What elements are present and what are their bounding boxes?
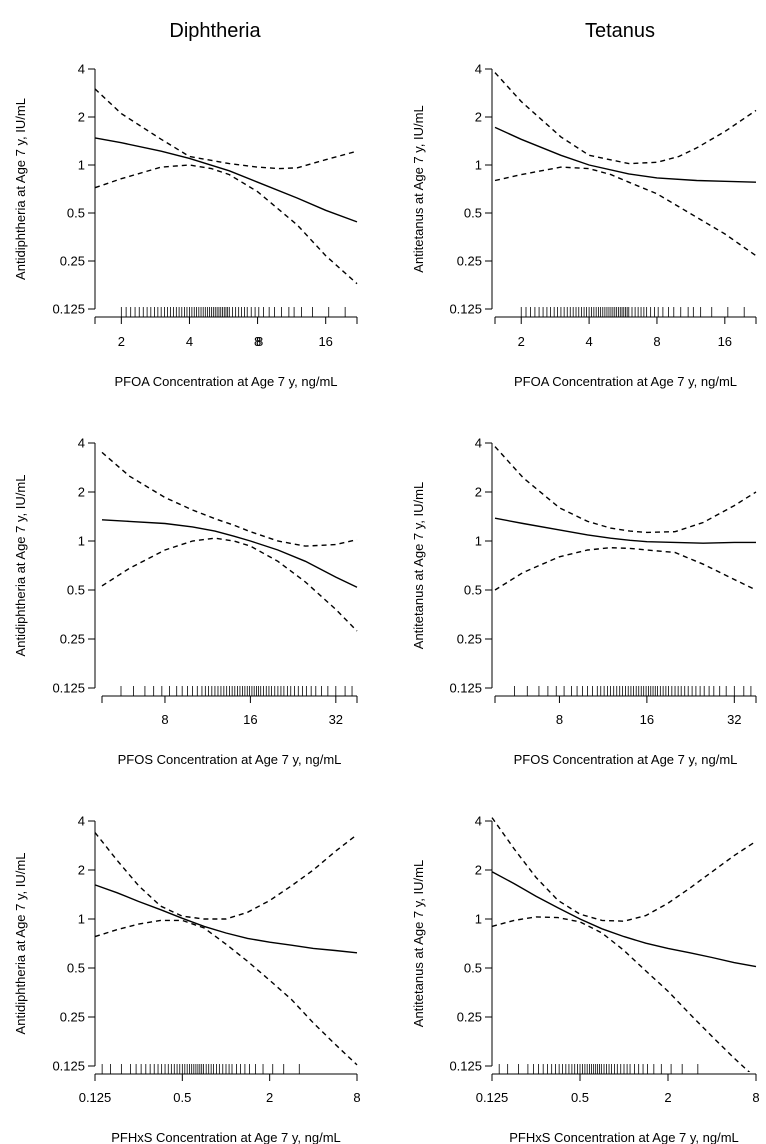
y-tick-label: 0.5 [464,206,482,221]
y-axis-label: Antitetanus at Age 7 y, IU/mL [411,105,426,272]
confidence-band-line [101,451,358,547]
confidence-band-line [94,88,358,170]
y-tick-label: 0.5 [464,961,482,976]
estimate-line [491,871,757,968]
confidence-band-line [494,72,757,165]
x-tick-label: 0.125 [79,1090,112,1105]
y-tick-label: 2 [78,485,85,500]
chart-panel-2: 0.125 0.25 0.5 1 2 4 2 4 8 16 PFOA Concentration a… [411,62,757,389]
x-tick-label: 0.5 [571,1090,589,1105]
confidence-band-line [94,164,358,285]
y-axis-label: Antitetanus at Age 7 y, IU/mL [411,482,426,649]
x-axis-label: PFHxS Concentration at Age 7 y, ng/mL [111,1130,341,1144]
y-tick-label: 0.5 [67,583,85,598]
column-title-tetanus: Tetanus [585,20,655,42]
confidence-band-line [494,546,757,591]
confidence-band-line [94,919,358,1066]
y-tick-label: 2 [78,110,85,125]
x-axis-label: PFOA Concentration at Age 7 y, ng/mL [114,374,337,389]
column-title-diphtheria: Diphtheria [169,20,261,42]
y-tick-label: 0.125 [449,302,482,317]
y-tick-label: 1 [78,534,85,549]
y-tick-label: 0.25 [60,254,85,269]
x-tick-label-overlap: 8 [256,334,263,349]
x-axis-label: PFOS Concentration at Age 7 y, ng/mL [514,752,738,767]
y-tick-label: 0.125 [52,1059,85,1074]
y-tick-label: 0.5 [67,961,85,976]
confidence-band-line [101,537,358,632]
x-tick-label: 8 [653,334,660,349]
estimate-line [94,884,358,954]
y-tick-label: 0.25 [60,632,85,647]
x-tick-label: 16 [318,334,332,349]
y-tick-label: 4 [475,814,482,829]
x-tick-label: 8 [161,712,168,727]
y-tick-label: 4 [475,62,482,77]
x-tick-label: 8 [556,712,563,727]
confidence-band-line [494,446,757,534]
y-tick-label: 1 [78,158,85,173]
y-tick-label: 1 [78,912,85,927]
chart-panel-3: 0.125 0.25 0.5 1 2 4 8 16 32 PFOS Concentration a… [13,436,358,767]
y-tick-label: 0.5 [464,583,482,598]
y-tick-label: 2 [475,110,482,125]
y-tick-label: 1 [475,534,482,549]
x-axis-label: PFOA Concentration at Age 7 y, ng/mL [514,374,737,389]
x-tick-label: 16 [243,712,257,727]
chart-panel-4: 0.125 0.25 0.5 1 2 4 8 16 32 PFOS Concentration a… [411,436,757,767]
x-tick-label: 16 [718,334,732,349]
y-tick-label: 4 [475,436,482,451]
y-tick-label: 0.5 [67,206,85,221]
x-axis-label: PFOS Concentration at Age 7 y, ng/mL [118,752,342,767]
confidence-band-line [491,916,751,1072]
y-axis-label: Antidiphtheria at Age 7 y, IU/mL [13,853,28,1035]
chart-panel-6: 0.125 0.25 0.5 1 2 4 0.125 0.5 2 8 PFHxS Concentra… [411,814,760,1144]
x-tick-label: 0.125 [476,1090,509,1105]
y-tick-label: 2 [475,485,482,500]
y-axis-label: Antidiphtheria at Age 7 y, IU/mL [13,98,28,280]
confidence-band-line [491,817,757,922]
estimate-line [494,126,757,183]
x-tick-label: 32 [329,712,343,727]
confidence-band-line [94,832,358,920]
estimate-line [494,517,756,544]
x-tick-label: 0.5 [173,1090,191,1105]
y-tick-label: 0.125 [449,1059,482,1074]
y-tick-label: 0.25 [60,1010,85,1025]
x-tick-label: 32 [727,712,741,727]
y-axis-label: Antitetanus at Age 7 y, IU/mL [411,860,426,1027]
y-tick-label: 0.25 [457,632,482,647]
x-tick-label: 8 [752,1090,759,1105]
x-tick-label: 4 [186,334,193,349]
y-tick-label: 1 [475,912,482,927]
y-tick-label: 4 [78,62,85,77]
x-tick-label: 2 [664,1090,671,1105]
y-tick-label: 0.125 [52,302,85,317]
y-tick-label: 4 [78,814,85,829]
y-axis-label: Antidiphtheria at Age 7 y, IU/mL [13,475,28,657]
y-tick-label: 0.25 [457,254,482,269]
chart-panel-5: 0.125 0.25 0.5 1 2 4 0.125 0.5 2 8 PFHxS Concentra… [13,814,361,1144]
y-tick-label: 0.25 [457,1010,482,1025]
x-tick-label: 4 [585,334,592,349]
y-tick-label: 0.125 [52,681,85,696]
y-tick-label: 0.125 [449,681,482,696]
x-tick-label: 8 [353,1090,360,1105]
x-tick-label: 2 [118,334,125,349]
y-tick-label: 2 [78,863,85,878]
x-tick-label: 16 [640,712,654,727]
estimate-line [101,519,358,588]
x-tick-label: 2 [266,1090,273,1105]
y-tick-label: 4 [78,436,85,451]
confidence-band-line [494,166,757,257]
x-tick-label: 2 [518,334,525,349]
estimate-line [94,137,358,223]
x-tick-label: 8 [254,334,261,349]
x-axis-label: PFHxS Concentration at Age 7 y, ng/mL [509,1130,739,1144]
y-tick-label: 2 [475,863,482,878]
y-tick-label: 1 [475,158,482,173]
